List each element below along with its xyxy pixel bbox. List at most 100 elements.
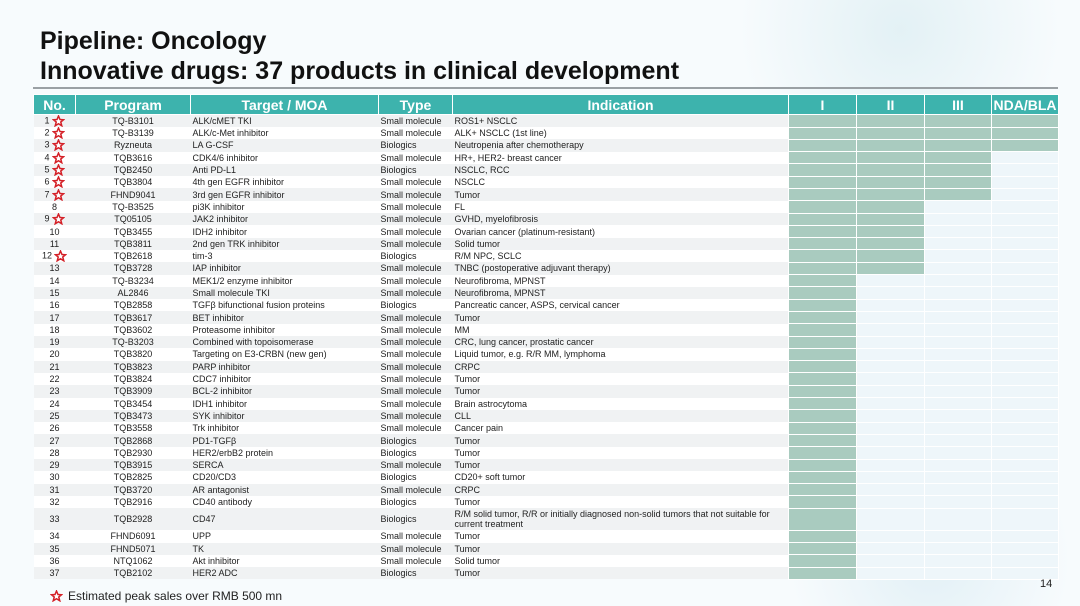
row-number-text: 26 xyxy=(49,423,60,434)
row-number-text: 3 xyxy=(44,139,50,150)
phase-bar-empty xyxy=(856,483,925,497)
target-cell: Anti PD-L1 xyxy=(190,163,379,177)
indication-cell-text: Cancer pain xyxy=(454,423,504,434)
row-number-text: 20 xyxy=(49,349,60,360)
target-cell: Combined with topoisomerase xyxy=(190,336,379,349)
phase-bar-filled xyxy=(924,126,992,140)
phase-bar-empty xyxy=(991,421,1059,435)
indication-cell: Solid tumor xyxy=(452,554,789,568)
indication-cell: Tumor xyxy=(452,542,789,555)
phase-bar-filled xyxy=(856,249,925,263)
program-cell: TQ-B3234 xyxy=(75,274,191,287)
phase-bar-filled xyxy=(788,384,857,399)
table-row: 24 TQB3454 IDH1 inhibitor Small molecule Bra… xyxy=(33,397,1059,411)
page-number: 14 xyxy=(1040,578,1053,590)
phase-bar-filled xyxy=(856,200,925,214)
phase-bar-filled xyxy=(788,323,857,337)
indication-cell-text: Tumor xyxy=(454,568,481,579)
indication-cell-text: Tumor xyxy=(454,435,481,446)
program-cell-text: TQB3617 xyxy=(113,312,153,323)
row-number-text: 33 xyxy=(49,514,60,525)
indication-cell: Liquid tumor, e.g. R/R MM, lymphoma xyxy=(452,348,789,361)
phase-bar-filled xyxy=(856,175,925,189)
target-cell: CD20/CD3 xyxy=(190,471,379,484)
row-number: 23 xyxy=(33,385,76,398)
row-number-text: 17 xyxy=(49,312,60,323)
target-cell: CDK4/6 inhibitor xyxy=(190,151,379,164)
program-cell: TQB3454 xyxy=(75,397,191,410)
table-row: 19 TQ-B3203 Combined with topoisomerase Sma… xyxy=(33,335,1059,349)
phase-bar-empty xyxy=(991,237,1059,251)
target-cell-text: HER2 ADC xyxy=(192,568,238,579)
phase-bar-empty xyxy=(924,286,992,300)
indication-cell-text: Tumor xyxy=(454,531,481,542)
row-number: 35 xyxy=(33,542,76,555)
type-cell: Small molecule xyxy=(378,114,453,127)
type-cell: Small molecule xyxy=(378,336,453,349)
target-cell-text: BET inhibitor xyxy=(192,312,244,323)
phase-bar-filled xyxy=(788,224,857,239)
target-cell-text: Akt inhibitor xyxy=(192,555,240,566)
program-cell-text: TQ-B3101 xyxy=(112,116,154,126)
phase-bar-empty xyxy=(991,163,1059,177)
row-number-text: 11 xyxy=(49,238,60,249)
row-number: 9 xyxy=(33,213,76,226)
star-icon xyxy=(51,188,65,201)
phase-bar-empty xyxy=(991,566,1059,580)
header-phase-1: I xyxy=(788,94,857,115)
indication-cell-text: CRPC xyxy=(454,484,481,495)
target-cell: Trk inhibitor xyxy=(190,422,379,435)
row-number-text: 2 xyxy=(44,127,50,138)
row-number-text: 35 xyxy=(49,543,60,554)
type-cell-text: Small molecule xyxy=(380,116,442,126)
phase-bar-empty xyxy=(856,566,925,580)
phase-bar-filled xyxy=(991,126,1059,140)
phase-bar-empty xyxy=(991,495,1059,509)
indication-cell-text: NSCLC xyxy=(454,177,486,188)
header-type: Type xyxy=(378,94,453,115)
target-cell-text: PD1-TGFβ xyxy=(192,435,237,446)
phase-bar-filled xyxy=(788,310,857,325)
type-cell: Small molecule xyxy=(378,323,453,337)
indication-cell-text: Neurofibroma, MPNST xyxy=(454,275,546,286)
program-cell-text: Ryzneuta xyxy=(113,140,153,151)
table-row: 33 TQB2928 CD47 Biologics R/M solid tumor, R… xyxy=(33,507,1059,531)
type-cell-text: Small molecule xyxy=(380,543,442,554)
program-cell: TQ-B3525 xyxy=(75,200,191,214)
program-cell-text: TQB3473 xyxy=(113,410,153,421)
program-cell-text: TQB2618 xyxy=(113,251,153,262)
row-number-text: 24 xyxy=(49,398,60,409)
program-cell: TQB3455 xyxy=(75,225,191,238)
table-row: 29 TQB3915 SERCA Small molecule Tumor xyxy=(33,458,1059,472)
type-cell-text: Small molecule xyxy=(380,152,442,163)
target-cell-text: ALK/cMET TKI xyxy=(192,116,252,126)
star-icon xyxy=(51,213,65,226)
row-number-text: 6 xyxy=(44,176,50,187)
target-cell: PARP inhibitor xyxy=(190,360,379,373)
indication-cell: CRPC xyxy=(452,360,789,373)
indication-cell-text: Tumor xyxy=(454,386,481,397)
phase-bar-empty xyxy=(991,310,1059,325)
phase-bar-filled xyxy=(788,187,857,202)
phase-bar-filled xyxy=(788,433,857,448)
target-cell-text: Small molecule TKI xyxy=(192,288,270,298)
phase-bar-filled xyxy=(788,237,857,251)
row-number: 21 xyxy=(33,360,76,373)
target-cell-text: SYK inhibitor xyxy=(192,410,245,421)
row-number-text: 22 xyxy=(49,374,60,385)
phase-bar-empty xyxy=(991,298,1059,312)
phase-bar-empty xyxy=(991,212,1059,226)
type-cell: Small molecule xyxy=(378,554,453,568)
phase-bar-filled xyxy=(991,114,1059,128)
program-cell: TQB2450 xyxy=(75,163,191,177)
phase-bar-empty xyxy=(991,347,1059,362)
table-row: 37 TQB2102 HER2 ADC Biologics Tumor xyxy=(33,566,1059,580)
type-cell: Small molecule xyxy=(378,542,453,555)
type-cell-text: Biologics xyxy=(380,140,417,151)
target-cell-text: CD20/CD3 xyxy=(192,472,237,483)
target-cell: pi3K inhibitor xyxy=(190,200,379,214)
phase-bar-empty xyxy=(856,446,925,460)
type-cell-text: Biologics xyxy=(380,472,417,483)
program-cell-text: AL2846 xyxy=(117,288,149,298)
target-cell-text: JAK2 inhibitor xyxy=(192,214,249,225)
